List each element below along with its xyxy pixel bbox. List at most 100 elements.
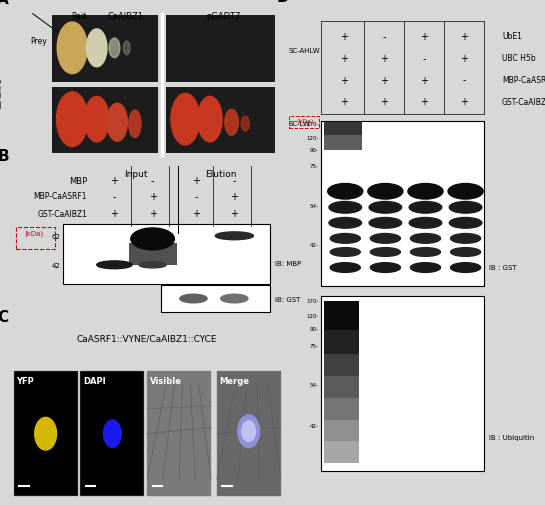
Bar	[217, 371, 281, 496]
Ellipse shape	[329, 202, 361, 214]
Text: -: -	[422, 54, 426, 64]
Text: 54-: 54-	[310, 382, 319, 387]
Ellipse shape	[371, 263, 401, 273]
Text: 42: 42	[51, 262, 60, 268]
Ellipse shape	[449, 218, 482, 229]
Text: MBP-CaASRF1: MBP-CaASRF1	[502, 76, 545, 85]
Text: +: +	[461, 32, 468, 42]
Ellipse shape	[242, 421, 256, 442]
Ellipse shape	[221, 294, 248, 303]
Text: IB : Ubiquitin: IB : Ubiquitin	[489, 434, 535, 440]
Text: +: +	[231, 191, 238, 201]
Bar	[16, 228, 54, 249]
Ellipse shape	[409, 218, 442, 229]
Text: 90-: 90-	[310, 327, 319, 332]
Text: +: +	[420, 75, 428, 85]
Ellipse shape	[371, 248, 401, 257]
Text: +: +	[461, 54, 468, 64]
Text: UBC H5b: UBC H5b	[502, 54, 536, 63]
Ellipse shape	[131, 228, 174, 250]
Ellipse shape	[330, 248, 360, 257]
Text: -: -	[233, 176, 236, 186]
Text: 90-: 90-	[310, 148, 319, 153]
Text: MBP-CaASRF1: MBP-CaASRF1	[34, 192, 87, 201]
Text: 75-: 75-	[310, 343, 319, 348]
Text: +: +	[340, 54, 348, 64]
Text: -: -	[113, 191, 116, 201]
Bar	[324, 376, 359, 398]
Text: A: A	[0, 0, 9, 7]
Bar	[324, 398, 359, 420]
Bar	[130, 243, 177, 265]
Ellipse shape	[330, 263, 360, 273]
Text: DAPI: DAPI	[83, 376, 106, 385]
Text: 170-: 170-	[306, 122, 319, 127]
Text: SC-LW: SC-LW	[289, 121, 311, 127]
Text: 62: 62	[51, 233, 60, 239]
Text: Elution: Elution	[205, 170, 237, 179]
Bar	[161, 286, 270, 312]
Text: 120-: 120-	[306, 313, 319, 318]
Text: +: +	[111, 209, 118, 219]
Ellipse shape	[451, 263, 481, 273]
Ellipse shape	[448, 184, 483, 199]
Text: 42-: 42-	[310, 424, 319, 429]
Bar	[322, 296, 485, 471]
Bar	[322, 122, 485, 286]
Ellipse shape	[225, 110, 239, 136]
Text: +: +	[192, 209, 200, 219]
Text: +: +	[420, 97, 428, 107]
Text: CaASRF1::VYNE/CaAIBZ1::CYCE: CaASRF1::VYNE/CaAIBZ1::CYCE	[77, 333, 217, 342]
Text: IB: GST: IB: GST	[275, 296, 301, 302]
Bar	[324, 330, 359, 355]
Text: +: +	[111, 176, 118, 186]
Text: MBP: MBP	[69, 176, 87, 185]
Ellipse shape	[410, 234, 440, 244]
Bar	[324, 122, 361, 136]
Bar	[289, 117, 319, 129]
Text: +: +	[192, 176, 200, 186]
Text: UbE1: UbE1	[502, 32, 522, 41]
Ellipse shape	[35, 418, 57, 450]
Ellipse shape	[198, 97, 222, 142]
Bar	[63, 225, 270, 284]
Ellipse shape	[241, 117, 250, 132]
Bar	[324, 355, 359, 376]
Ellipse shape	[451, 248, 481, 257]
Ellipse shape	[330, 234, 360, 244]
Text: -: -	[463, 75, 466, 85]
Text: 75-: 75-	[310, 164, 319, 169]
Text: pGADT7: pGADT7	[206, 12, 241, 21]
Bar	[324, 441, 359, 464]
Ellipse shape	[87, 30, 107, 68]
Ellipse shape	[215, 232, 253, 240]
Text: 170-: 170-	[306, 298, 319, 304]
Text: Visible: Visible	[150, 376, 182, 385]
Text: +: +	[420, 32, 428, 42]
Ellipse shape	[129, 111, 141, 138]
Text: IB : GST: IB : GST	[489, 264, 517, 270]
Text: 42-: 42-	[310, 243, 319, 248]
Text: +: +	[340, 32, 348, 42]
Ellipse shape	[449, 202, 482, 214]
Ellipse shape	[180, 294, 207, 303]
Text: -: -	[151, 176, 154, 186]
Bar	[324, 301, 359, 330]
Text: +: +	[340, 75, 348, 85]
Ellipse shape	[410, 248, 440, 257]
Text: -: -	[383, 32, 386, 42]
Text: +: +	[231, 209, 238, 219]
Ellipse shape	[409, 202, 442, 214]
Ellipse shape	[104, 420, 122, 447]
Ellipse shape	[139, 262, 166, 269]
Text: +: +	[380, 75, 388, 85]
Ellipse shape	[410, 263, 440, 273]
Ellipse shape	[368, 184, 403, 199]
Text: (kDa): (kDa)	[25, 230, 44, 236]
Ellipse shape	[107, 104, 128, 142]
Text: +: +	[149, 191, 156, 201]
Text: 120-: 120-	[306, 136, 319, 141]
Text: Input: Input	[124, 170, 148, 179]
Bar	[324, 136, 361, 150]
Text: Bait: Bait	[71, 12, 86, 21]
